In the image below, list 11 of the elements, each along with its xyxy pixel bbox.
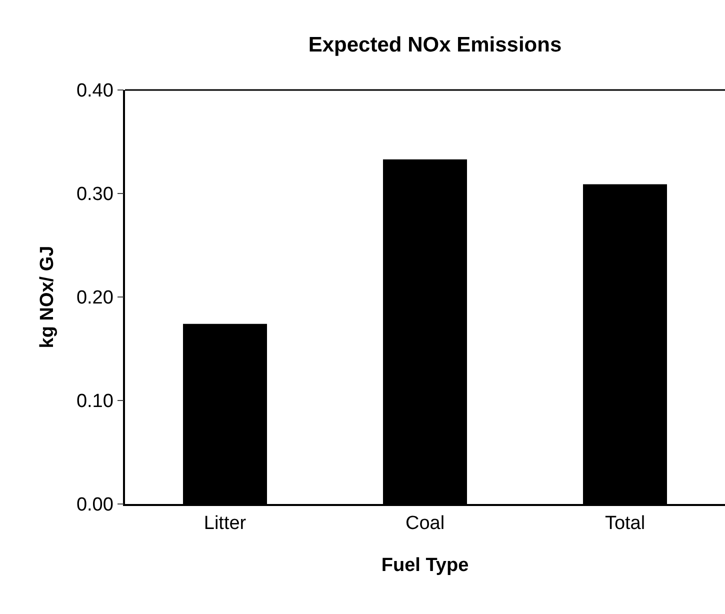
y-tick-label: 0.30 xyxy=(76,184,114,206)
x-tick-label: Coal xyxy=(405,512,445,534)
y-tick-label: 0.40 xyxy=(76,80,114,102)
x-tick-label: Litter xyxy=(204,512,247,534)
chart-title: Expected NOx Emissions xyxy=(308,34,562,57)
x-axis-title: Fuel Type xyxy=(381,555,469,576)
y-tick-label: 0.10 xyxy=(76,391,114,412)
x-tick-label: Total xyxy=(604,512,646,534)
y-tick-label: 0.00 xyxy=(76,494,114,516)
y-axis-title: kg NOx/ GJ xyxy=(36,246,58,348)
y-tick-label: 0.20 xyxy=(76,288,114,309)
